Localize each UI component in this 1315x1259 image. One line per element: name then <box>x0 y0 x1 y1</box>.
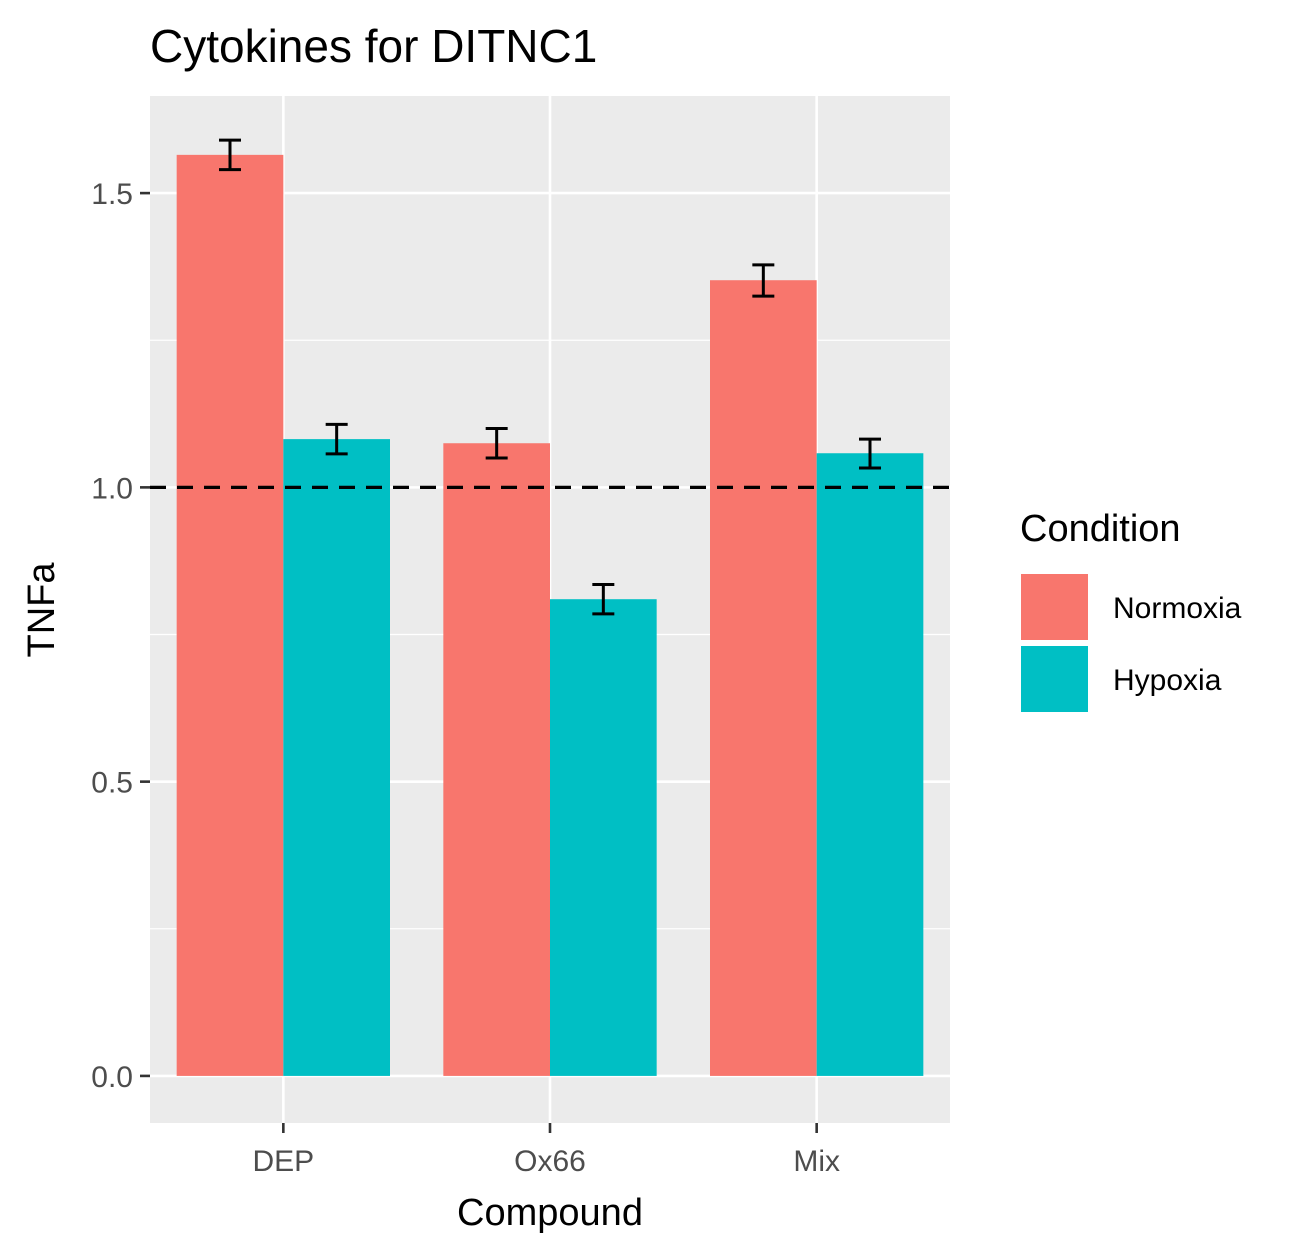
legend-label-normoxia: Normoxia <box>1113 592 1242 625</box>
error-bar <box>325 422 348 456</box>
legend-label-hypoxia: Hypoxia <box>1113 664 1222 697</box>
x-tick-label: DEP <box>252 1145 314 1178</box>
x-tick-label: Mix <box>793 1145 840 1178</box>
error-bar <box>752 263 775 298</box>
error-bar <box>219 138 241 172</box>
legend: Condition Normoxia Hypoxia <box>1020 508 1242 712</box>
legend-key-hypoxia <box>1021 646 1088 712</box>
bar-normoxia-mix <box>710 280 817 1076</box>
bar-hypoxia-mix <box>816 453 924 1076</box>
error-bar <box>485 427 508 460</box>
legend-key-normoxia <box>1021 574 1088 640</box>
bar-hypoxia-ox66 <box>550 599 657 1076</box>
x-tick-label: Ox66 <box>514 1145 586 1178</box>
y-tick-label: 0.5 <box>91 767 133 800</box>
y-tick-label: 0.0 <box>91 1061 133 1094</box>
error-bar <box>859 437 881 470</box>
y-tick-label: 1.0 <box>91 472 133 505</box>
bar-normoxia-dep <box>176 154 284 1076</box>
x-axis-title: Compound <box>457 1192 643 1234</box>
error-bars <box>219 138 881 616</box>
legend-title: Condition <box>1020 508 1181 550</box>
bar-normoxia-ox66 <box>443 443 550 1076</box>
bar-hypoxia-dep <box>283 439 390 1076</box>
y-axis-title: TNFa <box>21 562 63 658</box>
chart-title: Cytokines for DITNC1 <box>150 20 597 72</box>
bars <box>176 154 924 1076</box>
error-bar <box>592 582 615 616</box>
axes: 0.0 0.5 1.0 1.5 DEP Ox66 Mix <box>91 178 840 1178</box>
y-tick-label: 1.5 <box>91 178 133 211</box>
